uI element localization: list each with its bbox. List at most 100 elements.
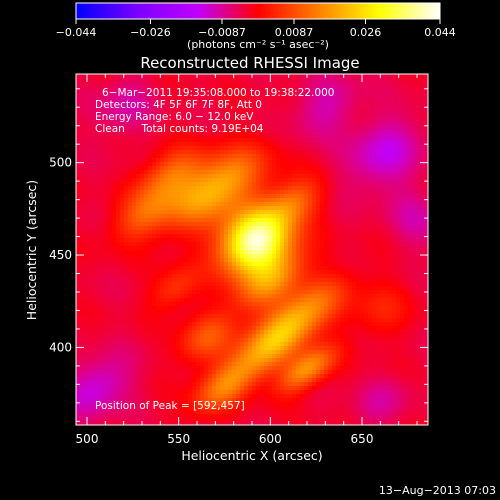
heatmap-cell: [380, 154, 385, 159]
heatmap-cell: [192, 94, 197, 99]
heatmap-cell: [416, 218, 421, 223]
heatmap-cell: [416, 110, 421, 115]
heatmap-cell: [84, 246, 89, 251]
heatmap-cell: [328, 186, 333, 191]
heatmap-cell: [100, 162, 105, 167]
heatmap-cell: [304, 270, 309, 275]
heatmap-cell: [424, 146, 429, 151]
heatmap-cell: [384, 234, 389, 239]
heatmap-cell: [408, 218, 413, 223]
heatmap-cell: [208, 174, 213, 179]
heatmap-cell: [204, 86, 209, 91]
heatmap-cell: [236, 142, 241, 147]
heatmap-cell: [388, 282, 393, 287]
heatmap-cell: [180, 206, 185, 211]
heatmap-cell: [188, 114, 193, 119]
heatmap-cell: [140, 198, 145, 203]
heatmap-cell: [140, 206, 145, 211]
heatmap-cell: [284, 246, 289, 251]
heatmap-cell: [200, 274, 205, 279]
heatmap-cell: [204, 290, 209, 295]
heatmap-cell: [340, 102, 345, 107]
heatmap-cell: [232, 266, 237, 271]
heatmap-cell: [180, 130, 185, 135]
heatmap-cell: [228, 130, 233, 135]
heatmap-cell: [156, 114, 161, 119]
heatmap-cell: [260, 86, 265, 91]
heatmap-cell: [116, 206, 121, 211]
heatmap-cell: [180, 102, 185, 107]
heatmap-cell: [352, 98, 357, 103]
heatmap-cell: [204, 246, 209, 251]
heatmap-cell: [124, 294, 129, 299]
heatmap-cell: [376, 146, 381, 151]
heatmap-cell: [148, 186, 153, 191]
heatmap-cell: [404, 262, 409, 267]
heatmap-cell: [252, 130, 257, 135]
heatmap-cell: [348, 130, 353, 135]
heatmap-cell: [236, 130, 241, 135]
heatmap-cell: [296, 130, 301, 135]
heatmap-cell: [76, 82, 81, 87]
heatmap-cell: [176, 142, 181, 147]
heatmap-cell: [92, 190, 97, 195]
heatmap-cell: [312, 214, 317, 219]
heatmap-cell: [292, 98, 297, 103]
heatmap-cell: [192, 82, 197, 87]
heatmap-cell: [180, 82, 185, 87]
heatmap-cell: [256, 278, 261, 283]
heatmap-cell: [400, 170, 405, 175]
heatmap-cell: [244, 194, 249, 199]
heatmap-cell: [200, 102, 205, 107]
heatmap-cell: [176, 262, 181, 267]
heatmap-cell: [252, 150, 257, 155]
heatmap-cell: [96, 262, 101, 267]
heatmap-cell: [76, 130, 81, 135]
heatmap-cell: [412, 254, 417, 259]
heatmap-cell: [192, 98, 197, 103]
heatmap-cell: [388, 150, 393, 155]
heatmap-cell: [84, 226, 89, 231]
heatmap-cell: [96, 230, 101, 235]
colorbar-ticks: −0.044 −0.026 −0.0087 0.0087 0.026 0.044: [56, 19, 456, 39]
heatmap-cell: [100, 286, 105, 291]
heatmap-cell: [384, 230, 389, 235]
heatmap-cell: [88, 82, 93, 87]
heatmap-cell: [328, 194, 333, 199]
heatmap-cell: [376, 186, 381, 191]
heatmap-cell: [264, 82, 269, 87]
heatmap-cell: [132, 202, 137, 207]
heatmap-cell: [140, 274, 145, 279]
heatmap-cell: [340, 286, 345, 291]
heatmap-cell: [356, 186, 361, 191]
heatmap-cell: [276, 190, 281, 195]
heatmap-cell: [360, 102, 365, 107]
heatmap-cell: [256, 178, 261, 183]
heatmap-cell: [388, 250, 393, 255]
heatmap-cell: [144, 118, 149, 123]
heatmap-cell: [128, 290, 133, 295]
heatmap-cell: [360, 194, 365, 199]
heatmap-cell: [292, 202, 297, 207]
heatmap-cell: [280, 202, 285, 207]
heatmap-cell: [332, 166, 337, 171]
heatmap-cell: [220, 250, 225, 255]
heatmap-cell: [240, 282, 245, 287]
heatmap-cell: [404, 110, 409, 115]
heatmap-cell: [196, 254, 201, 259]
heatmap-cell: [80, 282, 85, 287]
heatmap-cell: [96, 102, 101, 107]
heatmap-cell: [256, 206, 261, 211]
heatmap-cell: [420, 78, 425, 83]
heatmap-cell: [152, 94, 157, 99]
heatmap-cell: [336, 274, 341, 279]
heatmap-cell: [132, 102, 137, 107]
heatmap-cell: [336, 154, 341, 159]
heatmap-cell: [356, 134, 361, 139]
heatmap-cell: [328, 170, 333, 175]
heatmap-cell: [268, 186, 273, 191]
heatmap-cell: [228, 198, 233, 203]
heatmap-cell: [332, 130, 337, 135]
heatmap-cell: [384, 162, 389, 167]
heatmap-cell: [256, 270, 261, 275]
